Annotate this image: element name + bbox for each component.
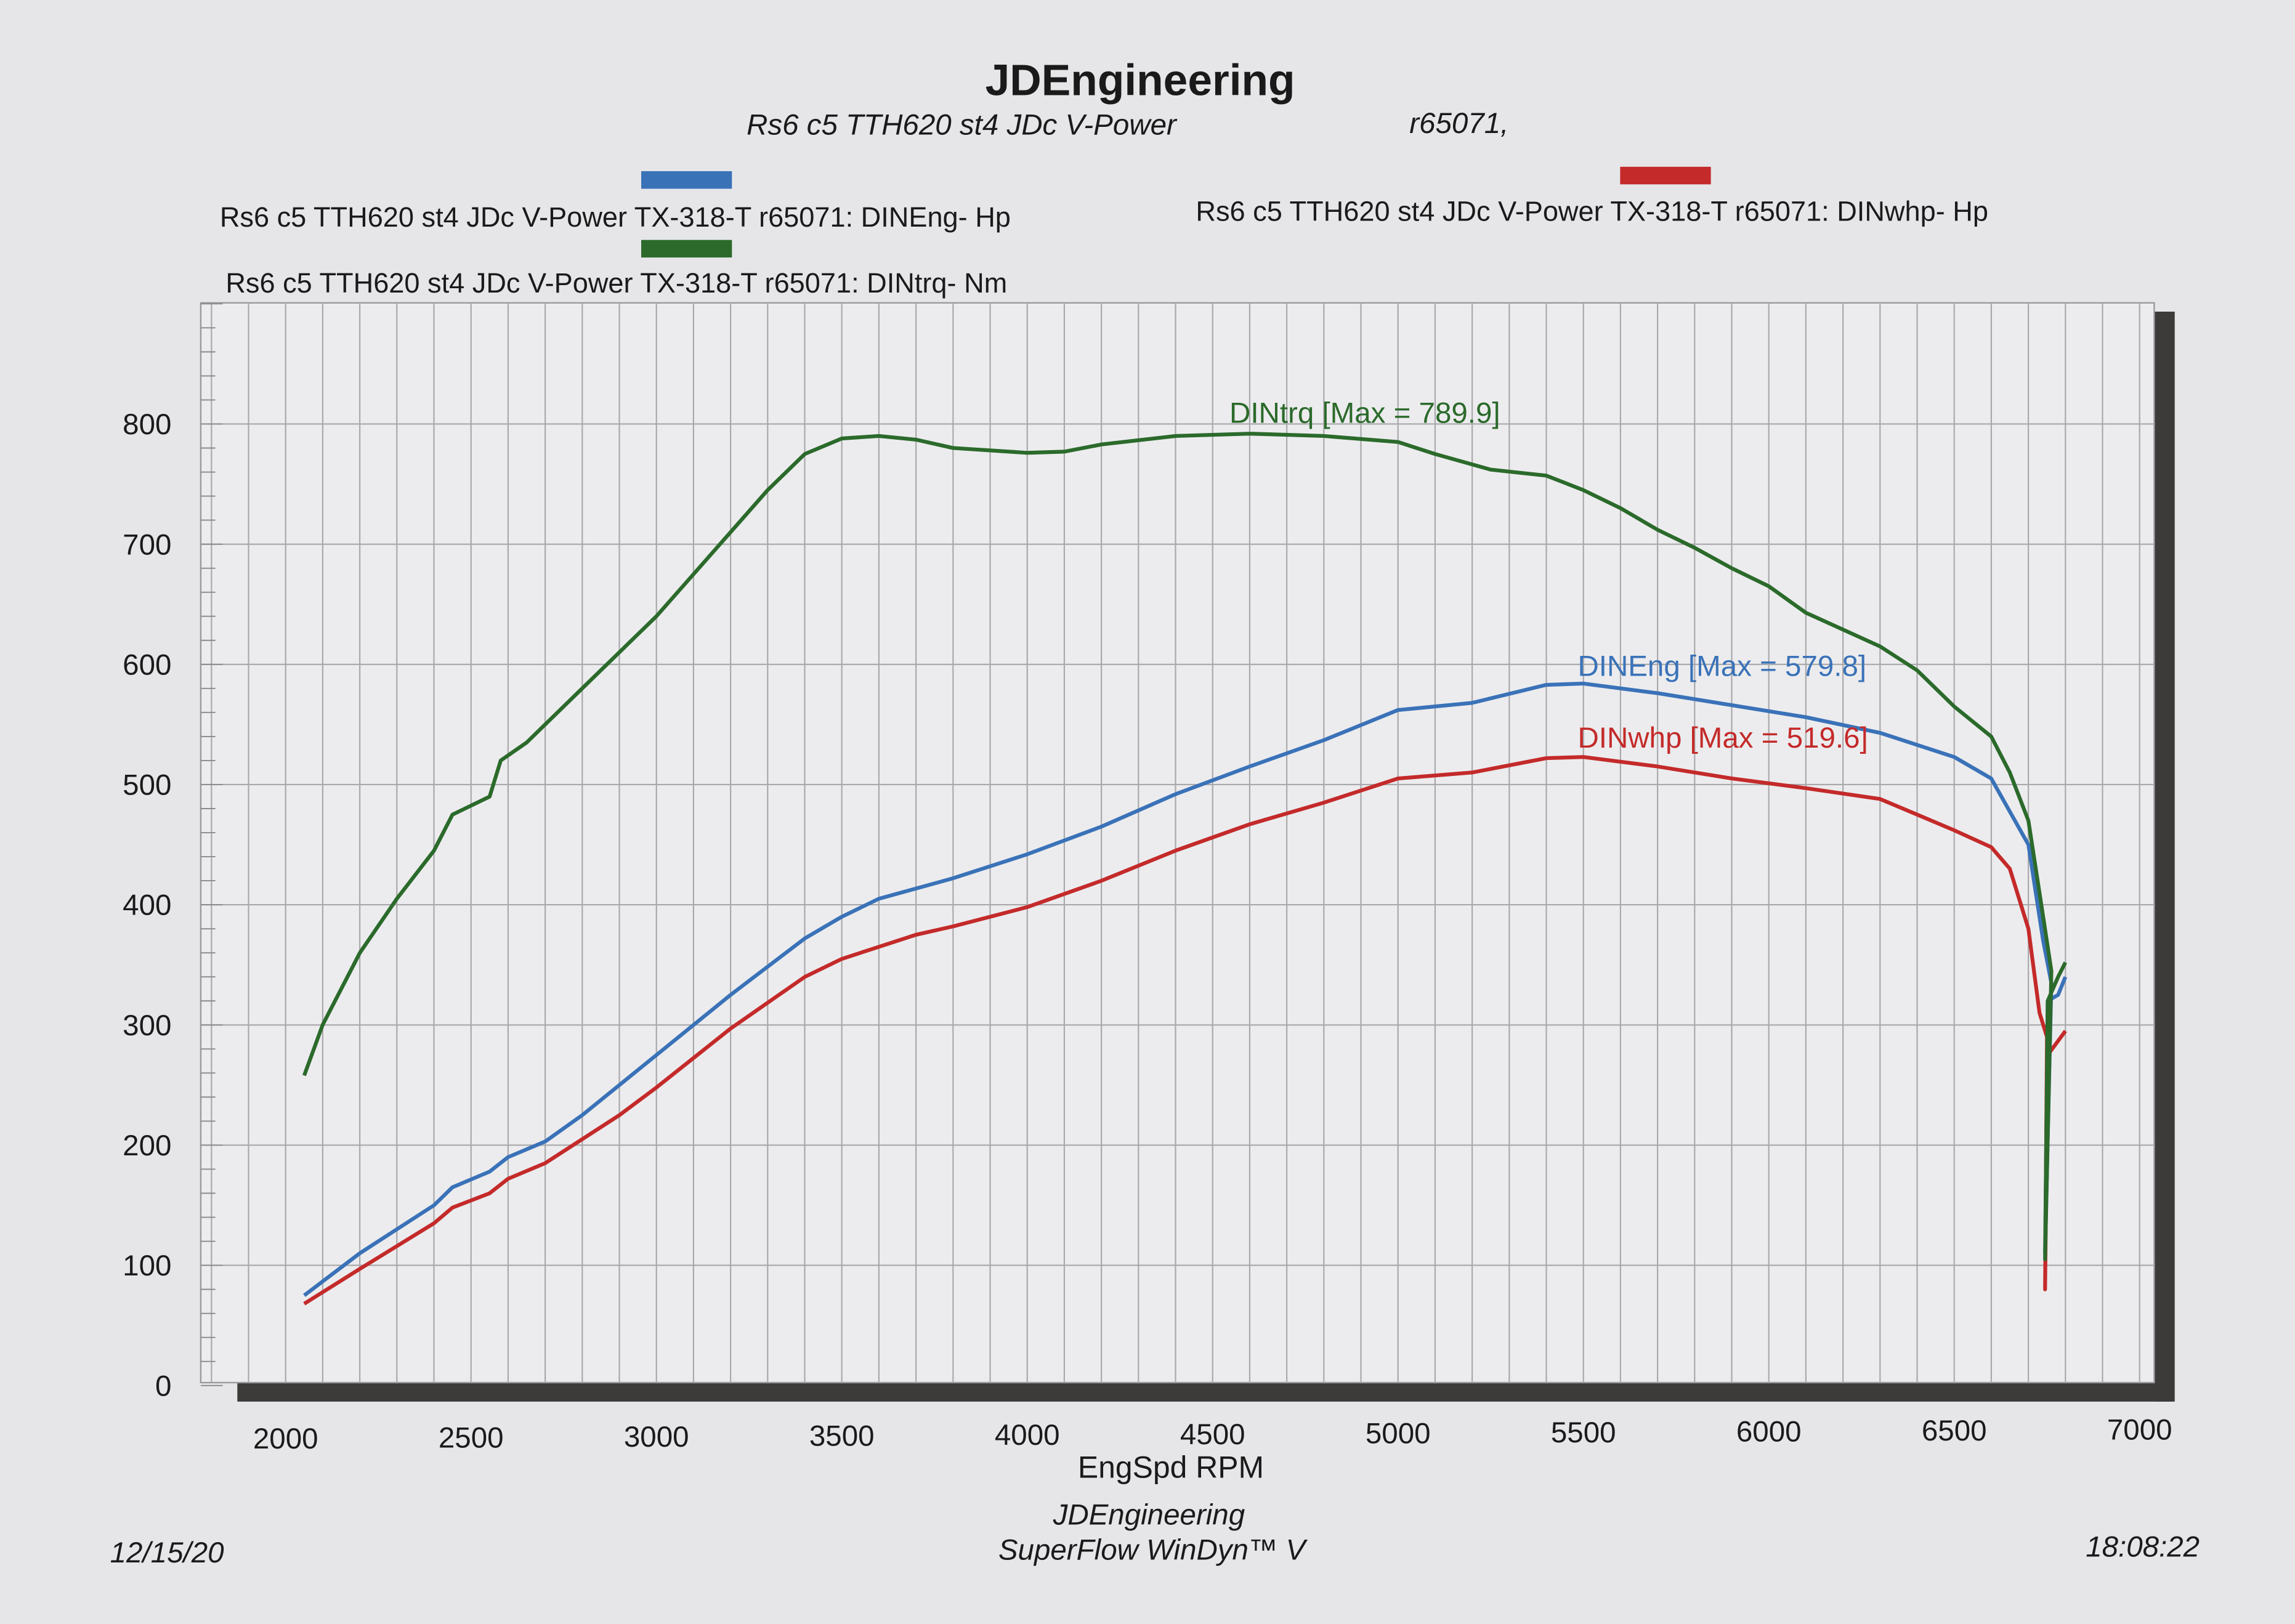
plot-shadow-bottom	[237, 1383, 2172, 1402]
plot-shadow-right	[2154, 312, 2175, 1402]
x-tick-label: 5000	[1366, 1417, 1431, 1450]
footer-software: SuperFlow WinDyn™ V	[998, 1533, 1308, 1566]
chart-subtitle: Rs6 c5 TTH620 st4 JDc V-Power	[747, 109, 1178, 142]
x-tick-label: 4500	[1180, 1418, 1245, 1451]
annotation-dinwhp: DINwhp [Max = 519.6]	[1577, 722, 1868, 754]
x-tick-label: 6500	[1922, 1415, 1987, 1447]
series-lines	[302, 432, 2068, 1306]
y-tick-label: 600	[123, 648, 171, 681]
x-tick-label: 4000	[995, 1419, 1060, 1452]
x-tick-label: 7000	[2107, 1414, 2172, 1447]
legend-label-dinwhp: Rs6 c5 TTH620 st4 JDc V-Power TX-318-T r…	[1196, 196, 1988, 227]
y-tick-label: 200	[123, 1129, 171, 1162]
y-tick-label: 100	[123, 1250, 171, 1282]
legend-swatch-dineng	[641, 171, 732, 189]
y-tick-label: 700	[123, 528, 171, 561]
x-tick-label: 3500	[809, 1420, 875, 1453]
y-axis-ticks: 0 100 200 300 400 500 600 700 800	[123, 408, 171, 1402]
x-tick-label: 3000	[624, 1421, 689, 1453]
annotation-dineng: DINEng [Max = 579.8]	[1577, 650, 1866, 683]
plot-area	[200, 302, 2155, 1384]
x-tick-label: 6000	[1736, 1416, 1802, 1448]
chart-title: JDEngineering	[986, 55, 1295, 105]
series-line-dineng	[303, 681, 2068, 1297]
y-tick-label: 0	[155, 1370, 171, 1402]
series-line-dinwhp	[303, 755, 2067, 1306]
y-tick-label: 400	[123, 889, 171, 922]
y-tick-label: 500	[123, 769, 171, 802]
annotation-dintrq: DINtrq [Max = 789.9]	[1229, 397, 1500, 430]
footer-company: JDEngineering	[1053, 1498, 1245, 1531]
x-tick-label: 5500	[1551, 1416, 1616, 1449]
legend-label-dintrq: Rs6 c5 TTH620 st4 JDc V-Power TX-318-T r…	[225, 267, 1007, 299]
x-tick-label: 2500	[439, 1421, 504, 1454]
footer-date: 12/15/20	[110, 1537, 224, 1569]
grid	[200, 302, 2155, 1386]
x-tick-label: 2000	[253, 1423, 318, 1455]
legend-swatch-dintrq	[641, 240, 732, 258]
y-tick-label: 300	[123, 1009, 171, 1042]
legend-label-dineng: Rs6 c5 TTH620 st4 JDc V-Power TX-318-T r…	[220, 201, 1011, 233]
series-line-dintrq	[302, 432, 2068, 1261]
y-tick-label: 800	[123, 408, 171, 441]
chart-run-id: r65071,	[1409, 107, 1508, 140]
x-axis-ticks: 2000 2500 3000 3500 4000 4500 5000 5500 6000 6500…	[253, 1414, 2172, 1455]
x-axis-label: EngSpd RPM	[1078, 1450, 1264, 1484]
footer-time: 18:08:22	[2086, 1531, 2200, 1564]
legend-swatch-dinwhp	[1620, 166, 1711, 185]
